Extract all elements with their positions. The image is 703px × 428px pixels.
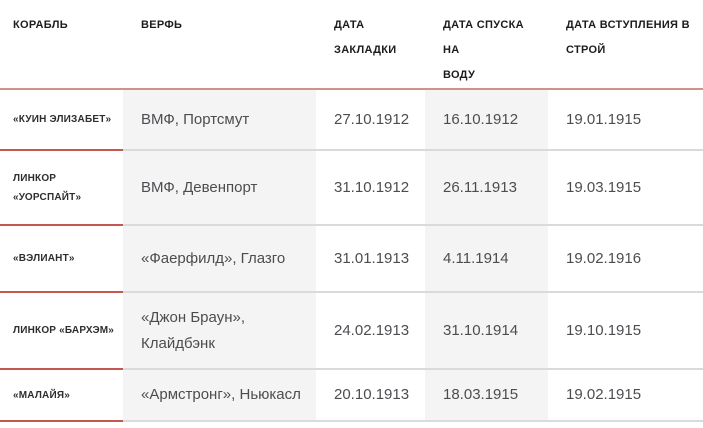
cell-ship: «ВЭЛИАНТ»	[0, 225, 123, 293]
table-row: «МАЛАЙЯ» «Армстронг», Ньюкасл 20.10.1913…	[0, 369, 703, 422]
cell-ship: ЛИНКОР «БАРХЭМ»	[0, 292, 123, 370]
cell-shipyard: ВМФ, Портсмут	[123, 89, 316, 151]
cell-launched: 18.03.1915	[425, 369, 548, 422]
cell-shipyard: «Джон Браун», Клайдбэнк	[123, 292, 316, 370]
cell-laid-down: 20.10.1913	[316, 369, 425, 422]
column-header-ship: КОРАБЛЬ	[0, 0, 123, 90]
cell-ship: «МАЛАЙЯ»	[0, 369, 123, 422]
column-header-shipyard: ВЕРФЬ	[123, 0, 316, 90]
cell-launched: 26.11.1913	[425, 150, 548, 226]
cell-ship: ЛИНКОР «УОРСПАЙТ»	[0, 150, 123, 226]
table-row: «КУИН ЭЛИЗАБЕТ» ВМФ, Портсмут 27.10.1912…	[0, 89, 703, 151]
table-row: ЛИНКОР «БАРХЭМ» «Джон Браун», Клайдбэнк …	[0, 292, 703, 370]
cell-commissioned: 19.02.1915	[548, 369, 703, 422]
table-row: ЛИНКОР «УОРСПАЙТ» ВМФ, Девенпорт 31.10.1…	[0, 150, 703, 226]
cell-commissioned: 19.02.1916	[548, 225, 703, 293]
table-row: «ВЭЛИАНТ» «Фаерфилд», Глазго 31.01.1913 …	[0, 225, 703, 293]
table-header-row: КОРАБЛЬ ВЕРФЬ ДАТА ЗАКЛАДКИ ДАТА СПУСКА …	[0, 0, 703, 90]
column-header-laid-down: ДАТА ЗАКЛАДКИ	[316, 0, 425, 90]
cell-laid-down: 24.02.1913	[316, 292, 425, 370]
cell-launched: 31.10.1914	[425, 292, 548, 370]
cell-shipyard: «Фаерфилд», Глазго	[123, 225, 316, 293]
cell-ship: «КУИН ЭЛИЗАБЕТ»	[0, 89, 123, 151]
cell-launched: 4.11.1914	[425, 225, 548, 293]
cell-commissioned: 19.03.1915	[548, 150, 703, 226]
cell-commissioned: 19.10.1915	[548, 292, 703, 370]
cell-launched: 16.10.1912	[425, 89, 548, 151]
column-header-commissioned: ДАТА ВСТУПЛЕНИЯ В СТРОЙ	[548, 0, 703, 90]
cell-shipyard: ВМФ, Девенпорт	[123, 150, 316, 226]
cell-laid-down: 31.01.1913	[316, 225, 425, 293]
column-header-launched: ДАТА СПУСКА НА ВОДУ	[425, 0, 548, 90]
cell-laid-down: 31.10.1912	[316, 150, 425, 226]
cell-laid-down: 27.10.1912	[316, 89, 425, 151]
cell-shipyard: «Армстронг», Ньюкасл	[123, 369, 316, 422]
cell-commissioned: 19.01.1915	[548, 89, 703, 151]
